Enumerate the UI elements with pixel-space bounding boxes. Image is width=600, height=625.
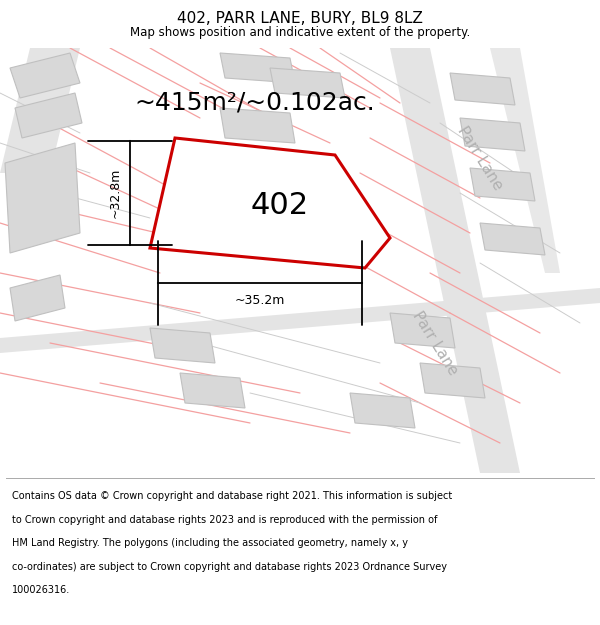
Text: Parr Lane: Parr Lane — [454, 123, 506, 192]
Text: to Crown copyright and database rights 2023 and is reproduced with the permissio: to Crown copyright and database rights 2… — [12, 515, 437, 525]
Text: Map shows position and indicative extent of the property.: Map shows position and indicative extent… — [130, 26, 470, 39]
Polygon shape — [10, 53, 80, 98]
Polygon shape — [5, 143, 80, 253]
Text: Contains OS data © Crown copyright and database right 2021. This information is : Contains OS data © Crown copyright and d… — [12, 491, 452, 501]
Polygon shape — [420, 363, 485, 398]
Polygon shape — [460, 118, 525, 151]
Polygon shape — [390, 313, 455, 348]
Polygon shape — [150, 138, 390, 268]
Text: 402: 402 — [251, 191, 309, 219]
Text: Parr Lane: Parr Lane — [409, 308, 461, 378]
Polygon shape — [390, 48, 520, 473]
Polygon shape — [480, 223, 545, 255]
Polygon shape — [450, 73, 515, 105]
Text: co-ordinates) are subject to Crown copyright and database rights 2023 Ordnance S: co-ordinates) are subject to Crown copyr… — [12, 562, 447, 572]
Polygon shape — [150, 328, 215, 363]
Text: ~32.8m: ~32.8m — [109, 168, 121, 218]
Polygon shape — [220, 53, 295, 83]
Polygon shape — [220, 108, 295, 143]
Polygon shape — [470, 168, 535, 201]
Polygon shape — [0, 48, 80, 173]
Text: ~415m²/~0.102ac.: ~415m²/~0.102ac. — [134, 91, 376, 115]
Polygon shape — [490, 48, 560, 273]
Polygon shape — [0, 288, 600, 353]
Text: HM Land Registry. The polygons (including the associated geometry, namely x, y: HM Land Registry. The polygons (includin… — [12, 538, 408, 548]
Polygon shape — [15, 93, 82, 138]
Polygon shape — [180, 373, 245, 408]
Polygon shape — [270, 68, 345, 98]
Polygon shape — [10, 275, 65, 321]
Text: 100026316.: 100026316. — [12, 586, 70, 596]
Polygon shape — [350, 393, 415, 428]
Text: ~35.2m: ~35.2m — [235, 294, 285, 308]
Text: 402, PARR LANE, BURY, BL9 8LZ: 402, PARR LANE, BURY, BL9 8LZ — [177, 11, 423, 26]
Polygon shape — [230, 153, 305, 188]
